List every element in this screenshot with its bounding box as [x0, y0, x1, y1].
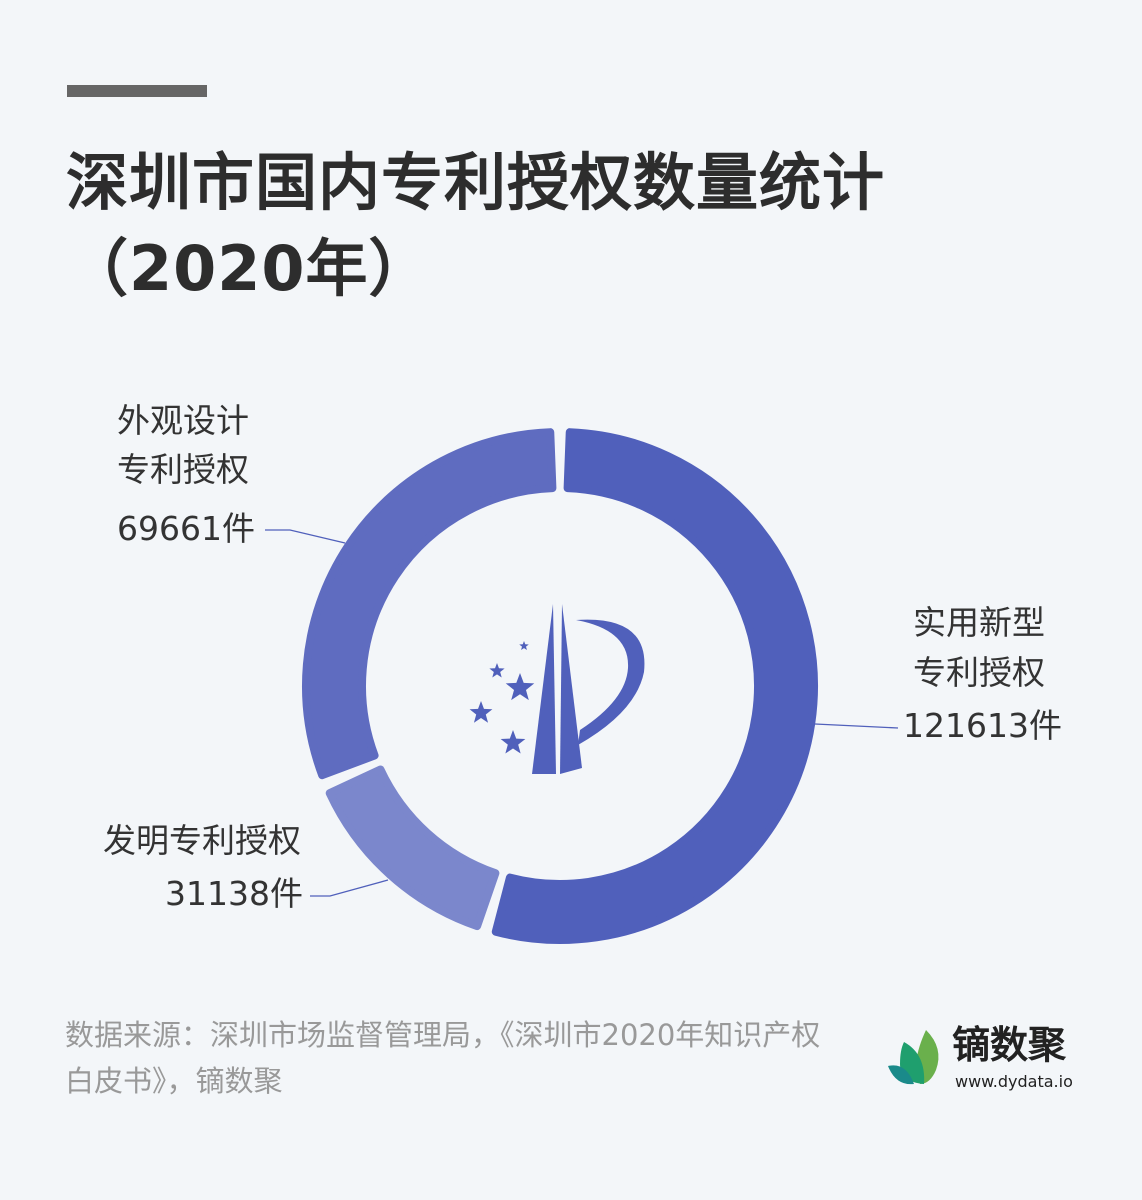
segment-invention: [325, 765, 500, 931]
label-invention: 发明专利授权: [103, 821, 301, 860]
brand-leaf-logo-icon: [888, 1030, 939, 1085]
star-icon: [469, 701, 493, 723]
leader-line-utility: [814, 723, 899, 729]
title-accent-bar: [67, 85, 207, 97]
chart-title: 深圳市国内专利授权数量统计（2020年）: [66, 146, 886, 305]
star-icon: [500, 730, 526, 754]
brand-name: 镝数聚: [952, 1023, 1067, 1067]
brand-url: www.dydata.io: [955, 1072, 1073, 1091]
label-design-line1: 外观设计: [117, 401, 249, 440]
leader-line-invention: [310, 879, 389, 897]
segment-utility: [491, 428, 818, 944]
label-design-line2: 专利授权: [117, 450, 249, 489]
segment-design: [302, 428, 557, 780]
stars-icon: [469, 641, 535, 754]
star-icon: [505, 673, 535, 701]
label-utility-line1: 实用新型: [913, 603, 1045, 642]
label-utility-line2: 专利授权: [913, 653, 1045, 692]
value-invention: 31138件: [165, 874, 303, 913]
source-note: 数据来源：深圳市场监督管理局，《深圳市2020年知识产权白皮书》，镝数聚: [65, 1018, 821, 1098]
leader-line-design: [265, 529, 346, 544]
patent-office-emblem-icon: [532, 604, 645, 774]
star-icon: [519, 641, 529, 651]
star-icon: [489, 663, 505, 678]
value-utility: 121613件: [903, 706, 1062, 745]
value-design: 69661件: [117, 509, 255, 548]
